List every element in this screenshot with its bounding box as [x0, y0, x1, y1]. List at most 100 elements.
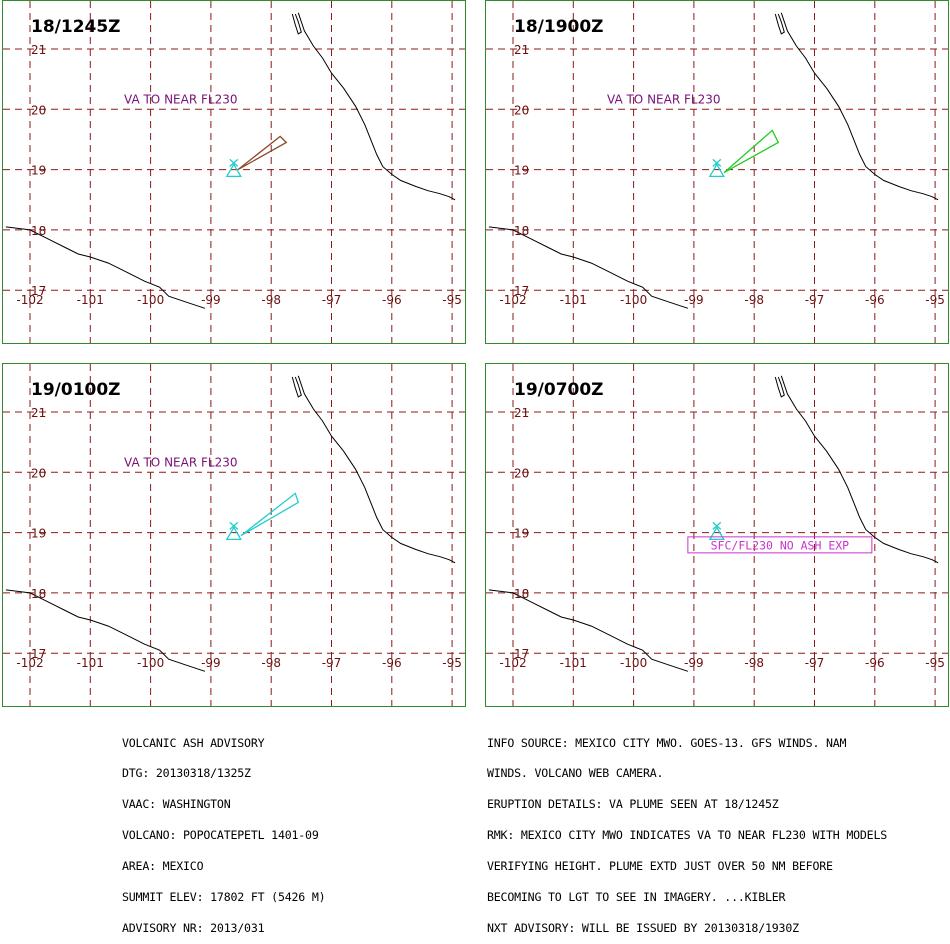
longitude-label: -100 [620, 656, 647, 670]
longitude-label: -99 [201, 293, 221, 307]
latitude-label: 17 [514, 284, 529, 298]
advisory-line: BECOMING TO LGT TO SEE IN IMAGERY. ...KI… [487, 890, 786, 905]
latitude-label: 20 [514, 466, 529, 480]
longitude-label: -95 [442, 293, 462, 307]
latitude-label: 18 [31, 587, 46, 601]
longitude-label: -102 [499, 656, 526, 670]
longitude-label: -102 [16, 656, 43, 670]
map-svg: 21 20 19 18 17-102 -101 -100 -99 -98 -97 -96 -95 VA … [3, 364, 465, 706]
advisory-line: DTG: 20130318/1325Z [122, 766, 251, 781]
advisory-line: RMK: MEXICO CITY MWO INDICATES VA TO NEA… [487, 828, 888, 843]
time-stamp: 19/0700Z [514, 380, 604, 400]
volcano-summit-icon [229, 521, 239, 530]
advisory-line: VOLCANO: POPOCATEPETL 1401-09 [122, 828, 319, 843]
pacific-coastline [488, 589, 689, 672]
latitude-label: 18 [31, 224, 46, 238]
latitude-label: 19 [31, 164, 46, 178]
advisory-remarks-text: INFO SOURCE: MEXICO CITY MWO. GOES-13. G… [487, 717, 887, 944]
volcano-triangle-icon [708, 163, 725, 178]
gulf-coastline [780, 12, 939, 201]
va-height-label: VA TO NEAR FL230 [124, 455, 237, 469]
map-svg: 21 20 19 18 17-102 -101 -100 -99 -98 -97 -96 -95 SFC… [486, 364, 948, 706]
latitude-label: 17 [31, 647, 46, 661]
ash-plume-outline [237, 135, 288, 171]
longitude-label: -101 [560, 293, 587, 307]
lagoon-outline [774, 13, 785, 35]
ash-plume-outline [723, 129, 780, 174]
va-height-label: VA TO NEAR FL230 [607, 92, 720, 106]
longitude-label: -96 [382, 656, 402, 670]
gulf-coastline [780, 375, 939, 564]
time-stamp: 19/0100Z [31, 380, 121, 400]
pacific-coastline [5, 226, 206, 309]
advisory-line: ERUPTION DETAILS: VA PLUME SEEN AT 18/12… [487, 797, 779, 812]
map-panel-2: 21 20 19 18 17 -102 -101 -100 -99 -98 -97 -96 -95 VA … [485, 0, 949, 344]
latitude-label: 19 [514, 527, 529, 541]
longitude-label: -100 [137, 293, 164, 307]
map-panel-1: 21 20 19 18 17 -102 -101 -100 -99 -98 -97 -96 -95 VA … [2, 0, 466, 344]
latitude-label: 20 [31, 103, 46, 117]
pacific-coastline [488, 226, 689, 309]
latitude-label: 21 [31, 406, 46, 420]
longitude-label: -95 [925, 293, 945, 307]
no-ash-label: SFC/FL230 NO ASH EXP [711, 538, 850, 552]
longitude-label: -96 [865, 293, 885, 307]
volcano-triangle-icon [225, 526, 242, 541]
longitude-label: -97 [322, 656, 342, 670]
lagoon-outline [774, 376, 785, 398]
map-svg: 21 20 19 18 17-102 -101 -100 -99 -98 -97 -96 -95 VA … [3, 1, 465, 343]
gulf-coastline [297, 12, 456, 201]
volcano-summit-icon [712, 521, 722, 530]
latitude-label: 17 [31, 284, 46, 298]
longitude-label: -102 [499, 293, 526, 307]
latitude-label: 18 [514, 587, 529, 601]
map-panel-4: 21 20 19 18 17 -102 -101 -100 -99 -98 -97 -96 -95 SFC… [485, 363, 949, 707]
longitude-label: -98 [744, 656, 764, 670]
advisory-line: VERIFYING HEIGHT. PLUME EXTD JUST OVER 5… [487, 859, 833, 874]
longitude-label: -96 [382, 293, 402, 307]
longitude-label: -101 [77, 656, 104, 670]
volcano-triangle-icon [708, 526, 725, 541]
latitude-label: 19 [514, 164, 529, 178]
longitude-label: -95 [925, 656, 945, 670]
va-height-label: VA TO NEAR FL230 [124, 92, 237, 106]
latitude-label: 21 [514, 43, 529, 57]
longitude-label: -96 [865, 656, 885, 670]
latitude-label: 19 [31, 527, 46, 541]
volcano-summit-icon [229, 158, 239, 167]
longitude-label: -95 [442, 656, 462, 670]
advisory-line: AREA: MEXICO [122, 859, 204, 874]
advisory-header-text: VOLCANIC ASH ADVISORY DTG: 20130318/1325… [122, 717, 326, 944]
lagoon-outline [291, 376, 302, 398]
map-svg: 21 20 19 18 17-102 -101 -100 -99 -98 -97 -96 -95 VA … [486, 1, 948, 343]
longitude-label: -101 [560, 656, 587, 670]
longitude-label: -97 [322, 293, 342, 307]
latitude-label: 20 [514, 103, 529, 117]
longitude-label: -100 [137, 656, 164, 670]
advisory-line: SUMMIT ELEV: 17802 FT (5426 M) [122, 890, 326, 905]
time-stamp: 18/1245Z [31, 17, 121, 37]
advisory-line: INFO SOURCE: MEXICO CITY MWO. GOES-13. G… [487, 735, 847, 750]
longitude-label: -101 [77, 293, 104, 307]
longitude-label: -102 [16, 293, 43, 307]
latitude-label: 21 [514, 406, 529, 420]
longitude-label: -98 [261, 293, 281, 307]
pacific-coastline [5, 589, 206, 672]
advisory-line: VAAC: WASHINGTON [122, 797, 231, 812]
longitude-label: -97 [805, 293, 825, 307]
advisory-line: WINDS. VOLCANO WEB CAMERA. [487, 766, 664, 781]
advisory-line: NXT ADVISORY: WILL BE ISSUED BY 20130318… [487, 920, 799, 935]
volcano-triangle-icon [225, 163, 242, 178]
advisory-line: VOLCANIC ASH ADVISORY [122, 735, 265, 750]
volcano-summit-icon [712, 158, 722, 167]
latitude-label: 20 [31, 466, 46, 480]
advisory-line: ADVISORY NR: 2013/031 [122, 920, 265, 935]
longitude-label: -97 [805, 656, 825, 670]
longitude-label: -99 [201, 656, 221, 670]
ash-plume-outline [240, 492, 300, 537]
map-panel-3: 21 20 19 18 17 -102 -101 -100 -99 -98 -97 -96 -95 VA … [2, 363, 466, 707]
longitude-label: -98 [744, 293, 764, 307]
latitude-label: 17 [514, 647, 529, 661]
longitude-label: -99 [684, 656, 704, 670]
latitude-label: 21 [31, 43, 46, 57]
